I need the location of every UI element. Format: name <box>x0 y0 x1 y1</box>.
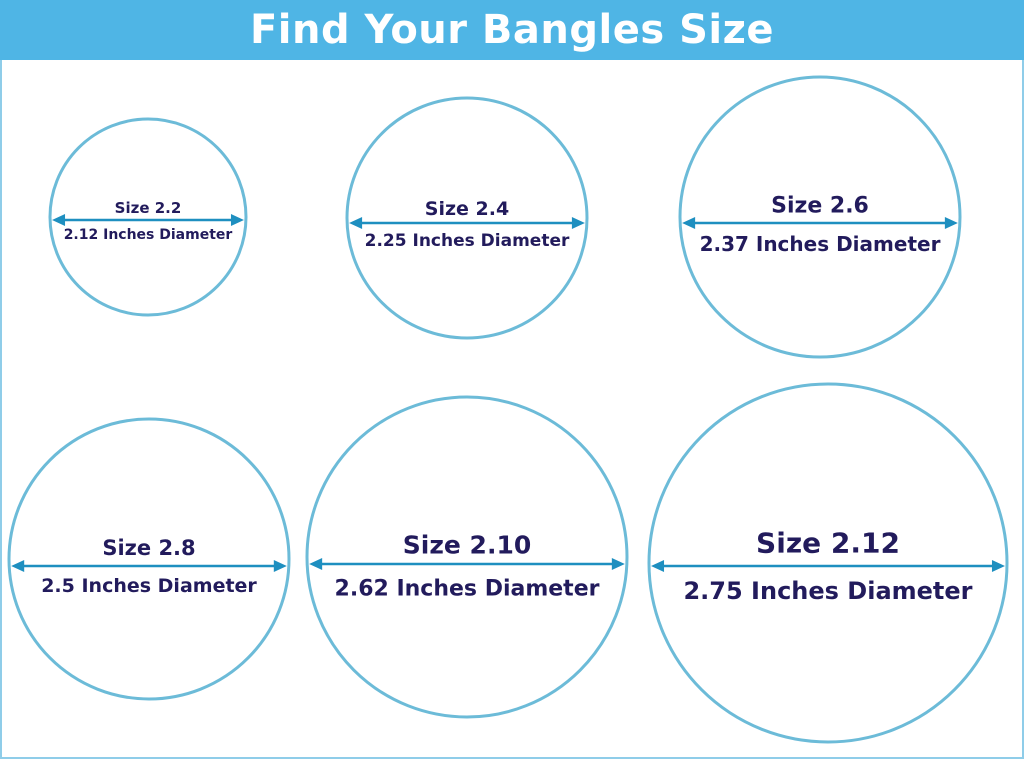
arrowhead-icon <box>944 217 958 229</box>
size-label: Size 2.6 <box>771 193 869 219</box>
bangle-circle <box>48 117 248 317</box>
content-frame <box>0 60 1024 759</box>
arrowhead-icon <box>273 560 287 572</box>
diameter-label: 2.5 Inches Diameter <box>41 575 257 597</box>
bangle-circle <box>345 96 589 340</box>
page-title: Find Your Bangles Size <box>249 7 775 53</box>
size-label: Size 2.10 <box>402 530 532 560</box>
arrowhead-icon <box>571 217 585 229</box>
bangle-circle <box>678 75 962 359</box>
arrowhead-icon <box>230 214 244 226</box>
arrowhead-icon <box>991 560 1005 572</box>
bangle-circle <box>7 417 291 701</box>
diameter-label: 2.25 Inches Diameter <box>364 231 570 251</box>
arrowhead-icon <box>651 560 665 572</box>
arrowhead-icon <box>309 558 323 570</box>
arrowhead-icon <box>611 558 625 570</box>
size-label: Size 2.12 <box>756 526 900 560</box>
diameter-label: 2.12 Inches Diameter <box>63 227 233 243</box>
arrowhead-icon <box>682 217 696 229</box>
arrowhead-icon <box>11 560 25 572</box>
size-label: Size 2.4 <box>424 198 510 220</box>
arrowhead-icon <box>52 214 66 226</box>
diameter-label: 2.62 Inches Diameter <box>334 576 600 602</box>
size-label: Size 2.8 <box>102 536 196 560</box>
arrowhead-icon <box>349 217 363 229</box>
diameter-label: 2.75 Inches Diameter <box>683 577 973 605</box>
bangle-circle <box>647 382 1009 744</box>
bangle-circle <box>305 395 629 719</box>
header-banner: Find Your Bangles Size <box>0 0 1024 60</box>
diameter-label: 2.37 Inches Diameter <box>699 232 941 256</box>
size-label: Size 2.2 <box>114 199 182 217</box>
